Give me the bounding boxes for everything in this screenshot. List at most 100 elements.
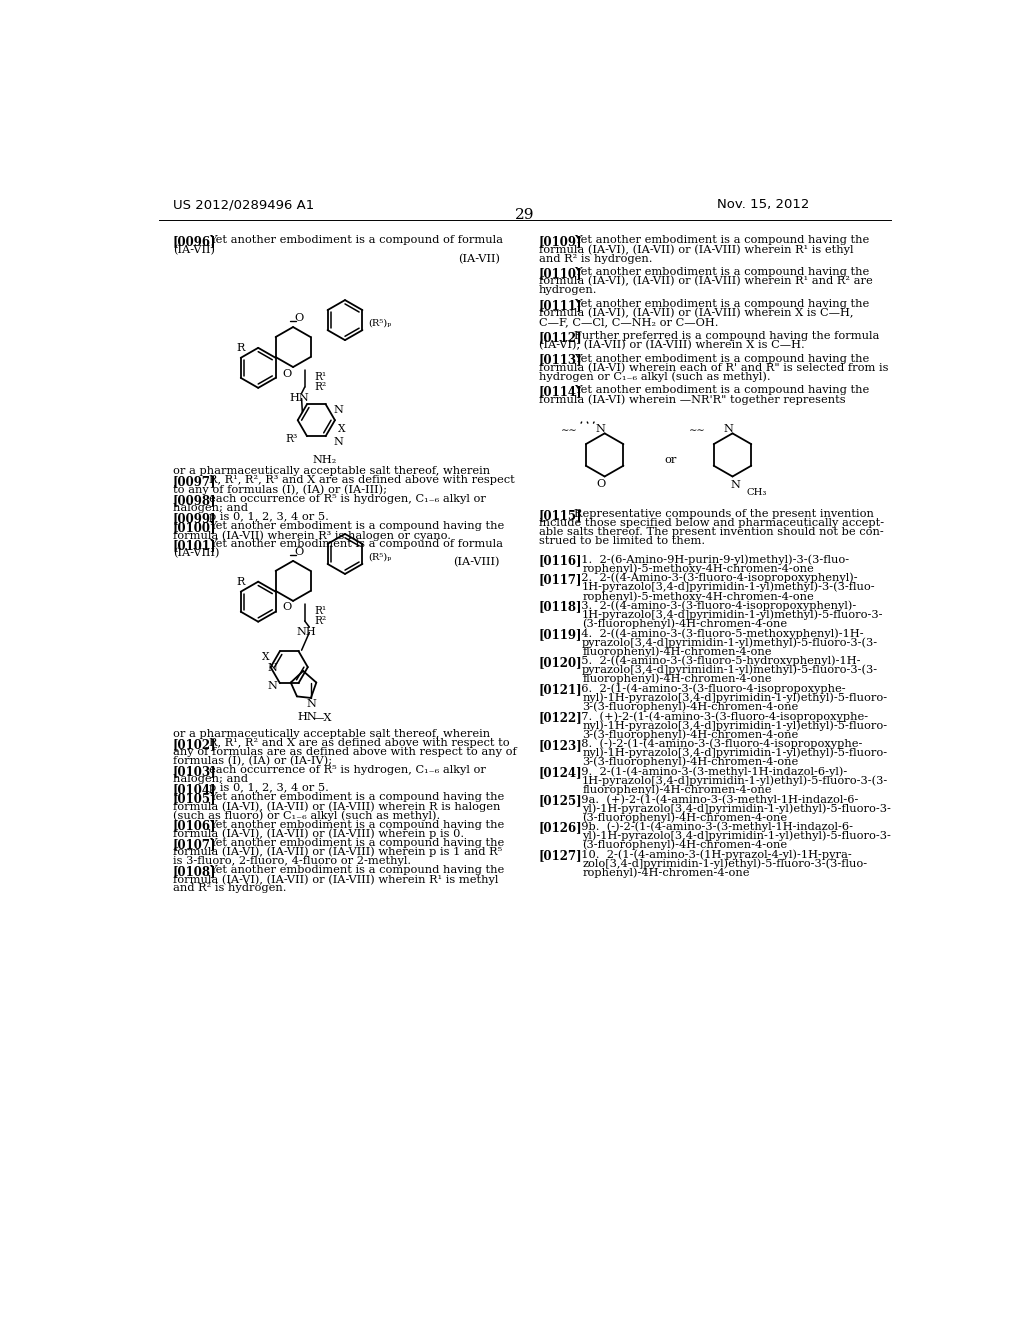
- Text: N: N: [267, 681, 278, 690]
- Text: include those specified below and pharmaceutically accept-: include those specified below and pharma…: [539, 517, 884, 528]
- Text: Yet another embodiment is a compound having the: Yet another embodiment is a compound hav…: [574, 385, 869, 395]
- Text: HN: HN: [297, 711, 316, 722]
- Text: [0099]: [0099]: [173, 512, 216, 525]
- Text: [0118]: [0118]: [539, 601, 583, 614]
- Text: (IA-VII): (IA-VII): [173, 244, 215, 255]
- Text: [0107]: [0107]: [173, 838, 216, 851]
- Text: Yet another embodiment is a compound having the: Yet another embodiment is a compound hav…: [574, 300, 869, 309]
- Text: nyl)-1H-pyrazolo[3,4-d]pyrimidin-1-yl)ethyl)-5-fluoro-: nyl)-1H-pyrazolo[3,4-d]pyrimidin-1-yl)et…: [583, 721, 887, 731]
- Text: —X: —X: [312, 713, 332, 723]
- Text: (such as fluoro) or C₁₋₆ alkyl (such as methyl).: (such as fluoro) or C₁₋₆ alkyl (such as …: [173, 810, 440, 821]
- Text: (3-fluorophenyl)-4H-chromen-4-one: (3-fluorophenyl)-4H-chromen-4-one: [583, 619, 787, 630]
- Text: 3-(3-fluorophenyl)-4H-chromen-4-one: 3-(3-fluorophenyl)-4H-chromen-4-one: [583, 756, 799, 767]
- Text: Yet another embodiment is a compound having the: Yet another embodiment is a compound hav…: [574, 354, 869, 363]
- Text: pyrazolo[3,4-d]pyrimidin-1-yl)methyl)-5-fluoro-3-(3-: pyrazolo[3,4-d]pyrimidin-1-yl)methyl)-5-…: [583, 638, 879, 648]
- Text: rophenyl)-5-methoxy-4H-chromen-4-one: rophenyl)-5-methoxy-4H-chromen-4-one: [583, 564, 814, 574]
- Text: or a pharmaceutically acceptable salt thereof, wherein: or a pharmaceutically acceptable salt th…: [173, 729, 490, 739]
- Text: NH₂: NH₂: [312, 455, 337, 465]
- Text: and R² is hydrogen.: and R² is hydrogen.: [539, 253, 652, 264]
- Text: R¹: R¹: [314, 606, 327, 615]
- Text: R, R¹, R², R³ and X are as defined above with respect: R, R¹, R², R³ and X are as defined above…: [209, 475, 514, 486]
- Text: halogen; and: halogen; and: [173, 774, 248, 784]
- Text: (IA-VIII): (IA-VIII): [454, 557, 500, 568]
- Text: hydrogen or C₁₋₆ alkyl (such as methyl).: hydrogen or C₁₋₆ alkyl (such as methyl).: [539, 372, 770, 383]
- Text: HN: HN: [289, 393, 309, 403]
- Text: R¹: R¹: [314, 372, 327, 381]
- Text: nyl)-1H-pyrazolo[3,4-d]pyrimidin-1-yl)ethyl)-5-fluoro-: nyl)-1H-pyrazolo[3,4-d]pyrimidin-1-yl)et…: [583, 693, 887, 704]
- Text: fluorophenyl)-4H-chromen-4-one: fluorophenyl)-4H-chromen-4-one: [583, 675, 772, 685]
- Text: [0098]: [0098]: [173, 494, 216, 507]
- Text: [0120]: [0120]: [539, 656, 583, 669]
- Text: 1H-pyrazolo[3,4-d]pyrimidin-1-yl)methyl)-5-fluoro-3-: 1H-pyrazolo[3,4-d]pyrimidin-1-yl)methyl)…: [583, 610, 884, 620]
- Text: 6.  2-(1-(4-amino-3-(3-fluoro-4-isopropoxyphe-: 6. 2-(1-(4-amino-3-(3-fluoro-4-isopropox…: [574, 684, 846, 694]
- Text: ∼∼: ∼∼: [561, 425, 578, 434]
- Text: yl)-1H-pyrazolo[3,4-d]pyrimidin-1-yl)ethyl)-5-fluoro-3-: yl)-1H-pyrazolo[3,4-d]pyrimidin-1-yl)eth…: [583, 803, 891, 813]
- Text: [0101]: [0101]: [173, 539, 216, 552]
- Text: Yet another embodiment is a compound having the: Yet another embodiment is a compound hav…: [209, 792, 504, 803]
- Text: [0108]: [0108]: [173, 865, 216, 878]
- Text: [0109]: [0109]: [539, 235, 583, 248]
- Text: [0117]: [0117]: [539, 573, 583, 586]
- Text: p is 0, 1, 2, 3, 4 or 5.: p is 0, 1, 2, 3, 4 or 5.: [209, 783, 329, 793]
- Text: formula (IA-VI), (IA-VII) or (IA-VIII) wherein p is 0.: formula (IA-VI), (IA-VII) or (IA-VIII) w…: [173, 829, 464, 840]
- Text: NH: NH: [297, 627, 316, 638]
- Text: formula (IA-VII) wherein R³ is halogen or cyano.: formula (IA-VII) wherein R³ is halogen o…: [173, 531, 451, 541]
- Text: [0124]: [0124]: [539, 767, 583, 779]
- Text: fluorophenyl)-4H-chromen-4-one: fluorophenyl)-4H-chromen-4-one: [583, 784, 772, 795]
- Text: US 2012/0289496 A1: US 2012/0289496 A1: [173, 198, 314, 211]
- Text: Yet another embodiment is a compound having the: Yet another embodiment is a compound hav…: [209, 521, 504, 531]
- Text: hydrogen.: hydrogen.: [539, 285, 597, 296]
- Text: Yet another embodiment is a compound of formula: Yet another embodiment is a compound of …: [209, 235, 503, 246]
- Text: rophenyl)-5-methoxy-4H-chromen-4-one: rophenyl)-5-methoxy-4H-chromen-4-one: [583, 591, 814, 602]
- Text: formula (IA-VI) wherein —NR'R" together represents: formula (IA-VI) wherein —NR'R" together …: [539, 395, 846, 405]
- Text: Yet another embodiment is a compound having the: Yet another embodiment is a compound hav…: [209, 820, 504, 829]
- Text: 10.  2-(1-(4-amino-3-(1H-pyrazol-4-yl)-1H-pyra-: 10. 2-(1-(4-amino-3-(1H-pyrazol-4-yl)-1H…: [574, 849, 852, 859]
- Text: [0110]: [0110]: [539, 267, 583, 280]
- Text: [0096]: [0096]: [173, 235, 216, 248]
- Text: or: or: [665, 455, 677, 465]
- Text: [0122]: [0122]: [539, 711, 583, 725]
- Text: Yet another embodiment is a compound having the: Yet another embodiment is a compound hav…: [209, 865, 504, 875]
- Text: 7.  (+)-2-(1-(4-amino-3-(3-fluoro-4-isopropoxyphe-: 7. (+)-2-(1-(4-amino-3-(3-fluoro-4-isopr…: [574, 711, 868, 722]
- Text: R³: R³: [286, 434, 298, 444]
- Text: able salts thereof. The present invention should not be con-: able salts thereof. The present inventio…: [539, 527, 884, 537]
- Text: is 3-fluoro, 2-fluoro, 4-fluoro or 2-methyl.: is 3-fluoro, 2-fluoro, 4-fluoro or 2-met…: [173, 855, 411, 866]
- Text: (IA-VII): (IA-VII): [458, 253, 500, 264]
- Text: yl)-1H-pyrazolo[3,4-d]pyrimidin-1-yl)ethyl)-5-fluoro-3-: yl)-1H-pyrazolo[3,4-d]pyrimidin-1-yl)eth…: [583, 830, 891, 841]
- Text: [0123]: [0123]: [539, 739, 583, 751]
- Text: [0113]: [0113]: [539, 354, 583, 367]
- Text: (IA-VI), (IA-VII) or (IA-VIII) wherein X is C—H.: (IA-VI), (IA-VII) or (IA-VIII) wherein X…: [539, 339, 805, 350]
- Text: N: N: [596, 424, 605, 434]
- Text: C—F, C—Cl, C—NH₂ or C—OH.: C—F, C—Cl, C—NH₂ or C—OH.: [539, 317, 718, 327]
- Text: [0104]: [0104]: [173, 783, 216, 796]
- Text: N: N: [334, 405, 343, 414]
- Text: [0116]: [0116]: [539, 554, 583, 568]
- Text: Yet another embodiment is a compound having the: Yet another embodiment is a compound hav…: [209, 838, 504, 847]
- Text: [0103]: [0103]: [173, 766, 216, 777]
- Text: R²: R²: [314, 383, 327, 392]
- Text: [0105]: [0105]: [173, 792, 216, 805]
- Text: 1H-pyrazolo[3,4-d]pyrimidin-1-yl)methyl)-3-(3-fluo-: 1H-pyrazolo[3,4-d]pyrimidin-1-yl)methyl)…: [583, 582, 876, 593]
- Text: strued to be limited to them.: strued to be limited to them.: [539, 536, 705, 546]
- Text: formula (IA-VI) wherein each of R' and R" is selected from is: formula (IA-VI) wherein each of R' and R…: [539, 363, 888, 374]
- Text: 1.  2-(6-Amino-9H-purin-9-yl)methyl)-3-(3-fluo-: 1. 2-(6-Amino-9H-purin-9-yl)methyl)-3-(3…: [574, 554, 850, 565]
- Text: [0111]: [0111]: [539, 300, 583, 312]
- Text: [0102]: [0102]: [173, 738, 216, 751]
- Text: formula (IA-VI), (IA-VII) or (IA-VIII) wherein p is 1 and R⁵: formula (IA-VI), (IA-VII) or (IA-VIII) w…: [173, 847, 502, 858]
- Text: 5.  2-((4-amino-3-(3-fluoro-5-hydroxyphenyl)-1H-: 5. 2-((4-amino-3-(3-fluoro-5-hydroxyphen…: [574, 656, 861, 667]
- Text: R: R: [237, 343, 245, 354]
- Text: [0125]: [0125]: [539, 793, 583, 807]
- Text: formula (IA-VI), (IA-VII) or (IA-VIII) wherein R¹ is methyl: formula (IA-VI), (IA-VII) or (IA-VIII) w…: [173, 874, 499, 884]
- Text: (3-fluorophenyl)-4H-chromen-4-one: (3-fluorophenyl)-4H-chromen-4-one: [583, 840, 787, 850]
- Text: Yet another embodiment is a compound having the: Yet another embodiment is a compound hav…: [574, 267, 869, 277]
- Text: pyrazolo[3,4-d]pyrimidin-1-yl)methyl)-5-fluoro-3-(3-: pyrazolo[3,4-d]pyrimidin-1-yl)methyl)-5-…: [583, 665, 879, 676]
- Text: 4.  2-((4-amino-3-(3-fluoro-5-methoxyphenyl)-1H-: 4. 2-((4-amino-3-(3-fluoro-5-methoxyphen…: [574, 628, 864, 639]
- Text: O: O: [295, 546, 304, 557]
- Text: R, R¹, R² and X are as defined above with respect to: R, R¹, R² and X are as defined above wit…: [209, 738, 509, 748]
- Text: Further preferred is a compound having the formula: Further preferred is a compound having t…: [574, 331, 880, 341]
- Text: Representative compounds of the present invention: Representative compounds of the present …: [574, 508, 874, 519]
- Text: 9.  2-(1-(4-amino-3-(3-methyl-1H-indazol-6-yl)-: 9. 2-(1-(4-amino-3-(3-methyl-1H-indazol-…: [574, 767, 848, 777]
- Text: 9b.  (-)-2-(1-(4-amino-3-(3-methyl-1H-indazol-6-: 9b. (-)-2-(1-(4-amino-3-(3-methyl-1H-ind…: [574, 821, 853, 832]
- Text: formula (IA-VI), (IA-VII) or (IA-VIII) wherein R¹ and R² are: formula (IA-VI), (IA-VII) or (IA-VIII) w…: [539, 276, 872, 286]
- Text: [0115]: [0115]: [539, 508, 583, 521]
